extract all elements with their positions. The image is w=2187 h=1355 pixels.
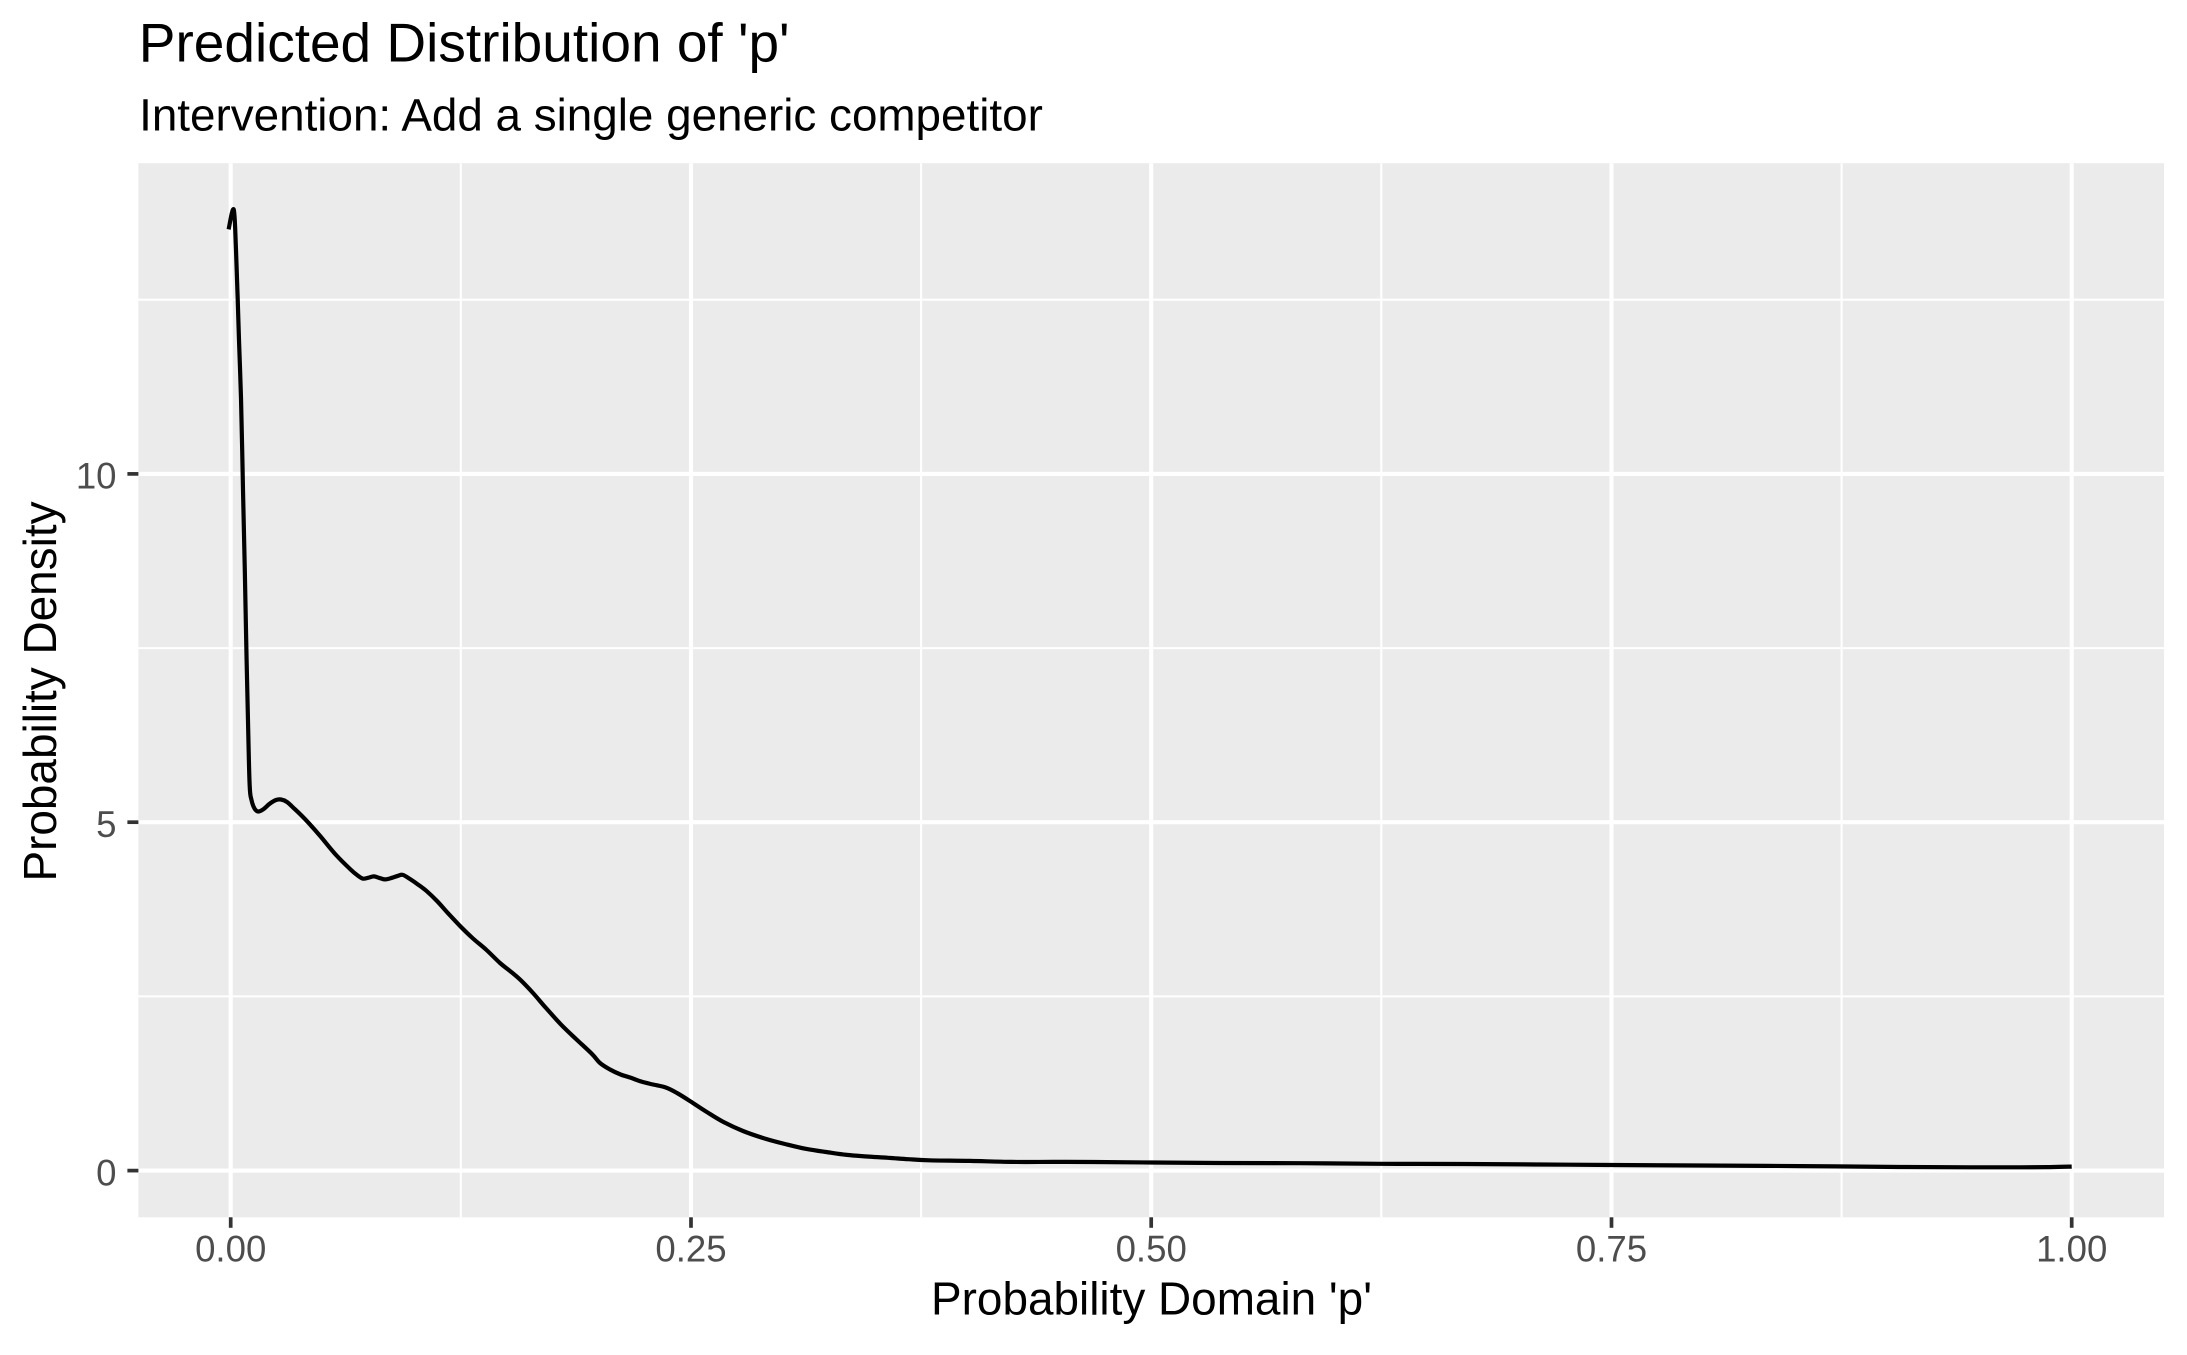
svg-text:1.00: 1.00	[2036, 1229, 2107, 1270]
svg-text:Probability Density: Probability Density	[14, 501, 66, 881]
svg-text:Intervention: Add a single gen: Intervention: Add a single generic compe…	[139, 90, 1043, 141]
svg-text:Predicted Distribution of 'p': Predicted Distribution of 'p'	[139, 11, 790, 73]
svg-text:0.75: 0.75	[1576, 1229, 1647, 1270]
svg-text:0.25: 0.25	[655, 1229, 726, 1270]
svg-text:0.50: 0.50	[1116, 1229, 1187, 1270]
svg-text:10: 10	[76, 456, 117, 497]
svg-text:0.00: 0.00	[195, 1229, 266, 1270]
svg-text:0: 0	[96, 1152, 116, 1193]
svg-text:5: 5	[96, 804, 116, 845]
svg-text:Probability Domain 'p': Probability Domain 'p'	[931, 1273, 1372, 1325]
